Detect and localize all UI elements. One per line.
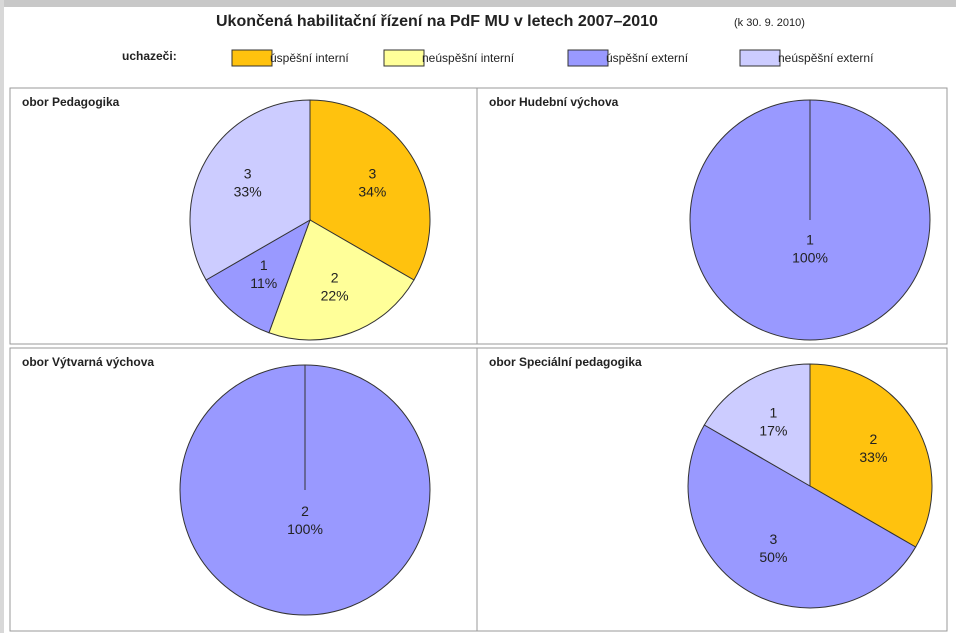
chart-title: Ukončená habilitační řízení na PdF MU v … (216, 13, 658, 30)
slice-percent: 33% (234, 184, 262, 200)
legend-swatch (383, 49, 425, 67)
panel-title: obor Výtvarná výchova (22, 355, 154, 369)
legend-swatch (567, 49, 609, 67)
legend-text: neúspěšní externí (778, 51, 874, 65)
slice-percent: 100% (287, 521, 323, 537)
slice-percent: 100% (792, 250, 828, 266)
slice-percent: 22% (321, 287, 349, 303)
slice-count: 1 (770, 404, 778, 420)
legend-swatch (739, 49, 781, 67)
slice-count: 2 (869, 431, 877, 447)
window-strip (0, 0, 956, 7)
panel-title: obor Speciální pedagogika (489, 355, 642, 369)
slice-count: 2 (331, 269, 339, 285)
legend-text: neúspěšní interní (422, 51, 515, 65)
legend-text: úspěšní externí (606, 51, 689, 65)
pie-slice (268, 219, 415, 341)
legend-label: uchazeči: (122, 49, 177, 63)
slice-count: 1 (260, 257, 268, 273)
pie-slice (205, 218, 311, 334)
slice-percent: 50% (759, 549, 787, 565)
pie-slice (703, 363, 811, 487)
slice-percent: 11% (250, 275, 277, 291)
slice-percent: 33% (859, 449, 887, 465)
slice-count: 3 (244, 166, 252, 182)
legend-text: úspěšní interní (270, 51, 349, 65)
window-edge (0, 0, 4, 633)
slice-percent: 17% (759, 422, 787, 438)
slice-count: 1 (806, 232, 814, 248)
pie-slice (309, 99, 431, 281)
slice-percent: 34% (358, 184, 386, 200)
panel-title: obor Pedagogika (22, 95, 120, 109)
chart-subtitle: (k 30. 9. 2010) (734, 17, 805, 29)
pie-slice (809, 363, 933, 548)
legend-swatch (231, 49, 273, 67)
pie-slice (189, 99, 311, 281)
slice-count: 2 (301, 503, 309, 519)
pie-slice (687, 424, 917, 609)
panel-title: obor Hudební výchova (489, 95, 619, 109)
slice-count: 3 (368, 166, 376, 182)
slice-count: 3 (770, 531, 778, 547)
